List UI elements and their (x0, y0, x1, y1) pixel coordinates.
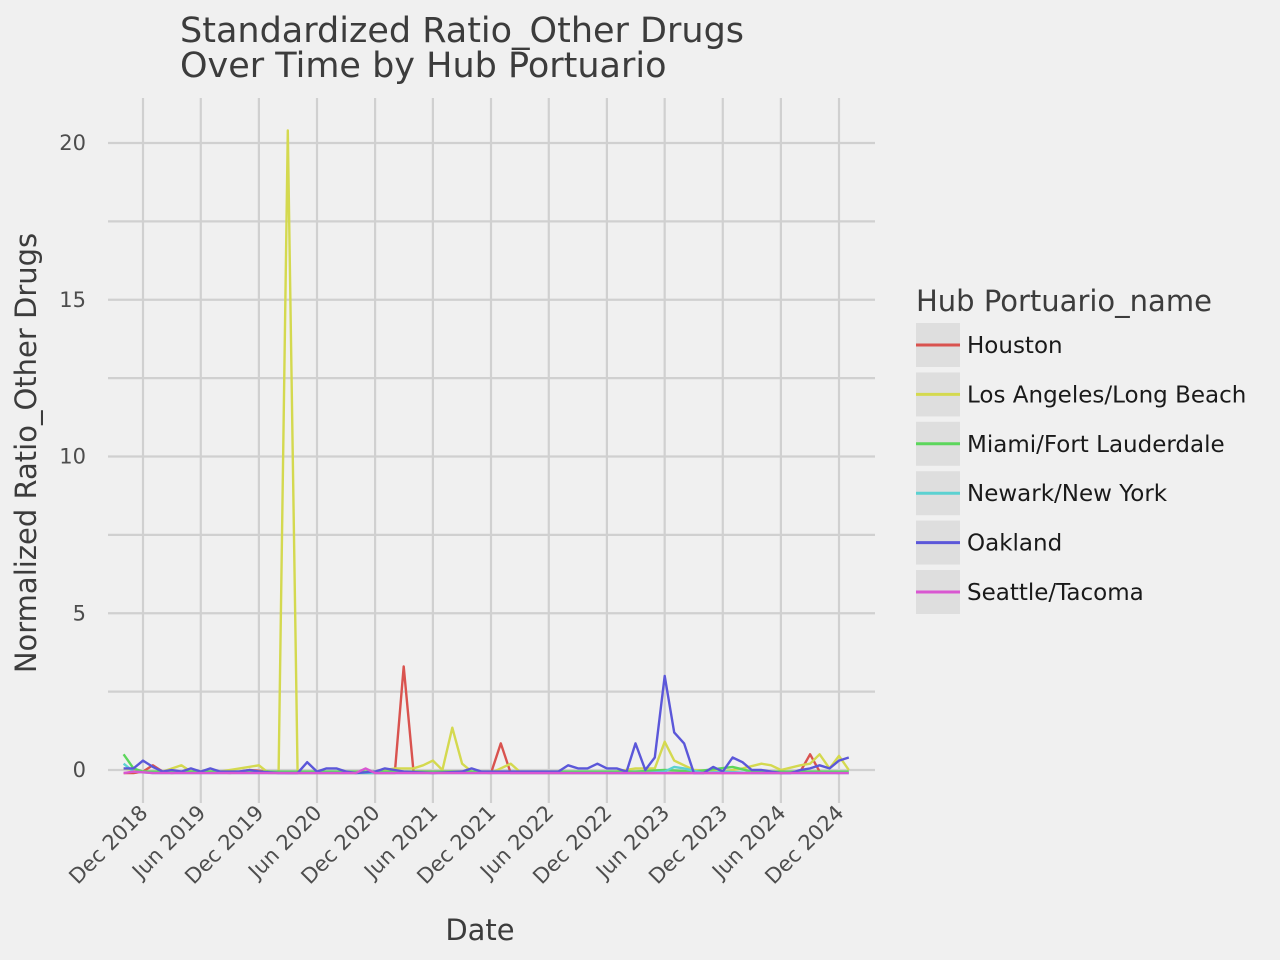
legend-label: Los Angeles/Long Beach (967, 382, 1246, 408)
y-tick-label: 10 (59, 445, 86, 469)
legend-title: Hub Portuario_name (916, 284, 1212, 318)
y-tick-label: 0 (73, 758, 86, 782)
grid-lines (108, 98, 875, 803)
legend-item: Oakland (916, 520, 1062, 565)
legend-label: Miami/Fort Lauderdale (967, 432, 1225, 458)
legend-label: Seattle/Tacoma (967, 580, 1144, 606)
legend-item: Houston (916, 323, 1063, 367)
y-tick-label: 5 (73, 601, 86, 625)
y-axis-tick-labels: 0 5 10 15 20 (59, 131, 86, 782)
series-lines (122, 129, 850, 775)
legend-label: Newark/New York (967, 481, 1168, 507)
chart-title: Standardized Ratio_Other Drugs Over Time… (180, 11, 744, 86)
legend-item: Miami/Fort Lauderdale (916, 421, 1225, 466)
legend-item: Los Angeles/Long Beach (916, 372, 1246, 417)
legend-item: Seattle/Tacoma (916, 570, 1144, 614)
legend-label: Oakland (967, 531, 1062, 557)
legend-label: Houston (967, 333, 1063, 359)
chart-title-line-2: Over Time by Hub Portuario (180, 46, 667, 86)
y-axis-title: Normalized Ratio_Other Drugs (9, 233, 43, 673)
y-tick-label: 15 (59, 288, 86, 312)
series-line-seattle-tacoma (123, 767, 849, 775)
y-tick-label: 20 (59, 131, 86, 155)
legend: Hub Portuario_name Houston Los Angeles/Lo… (916, 284, 1246, 614)
series-line-los-angeles-long-beach (123, 129, 850, 775)
series-line-oakland (123, 674, 850, 775)
chart-title-line-1: Standardized Ratio_Other Drugs (180, 11, 744, 51)
legend-items: Houston Los Angeles/Long Beach Miami/Fort … (916, 323, 1246, 614)
legend-item: Newark/New York (916, 471, 1168, 516)
x-axis-title: Date (445, 913, 514, 947)
